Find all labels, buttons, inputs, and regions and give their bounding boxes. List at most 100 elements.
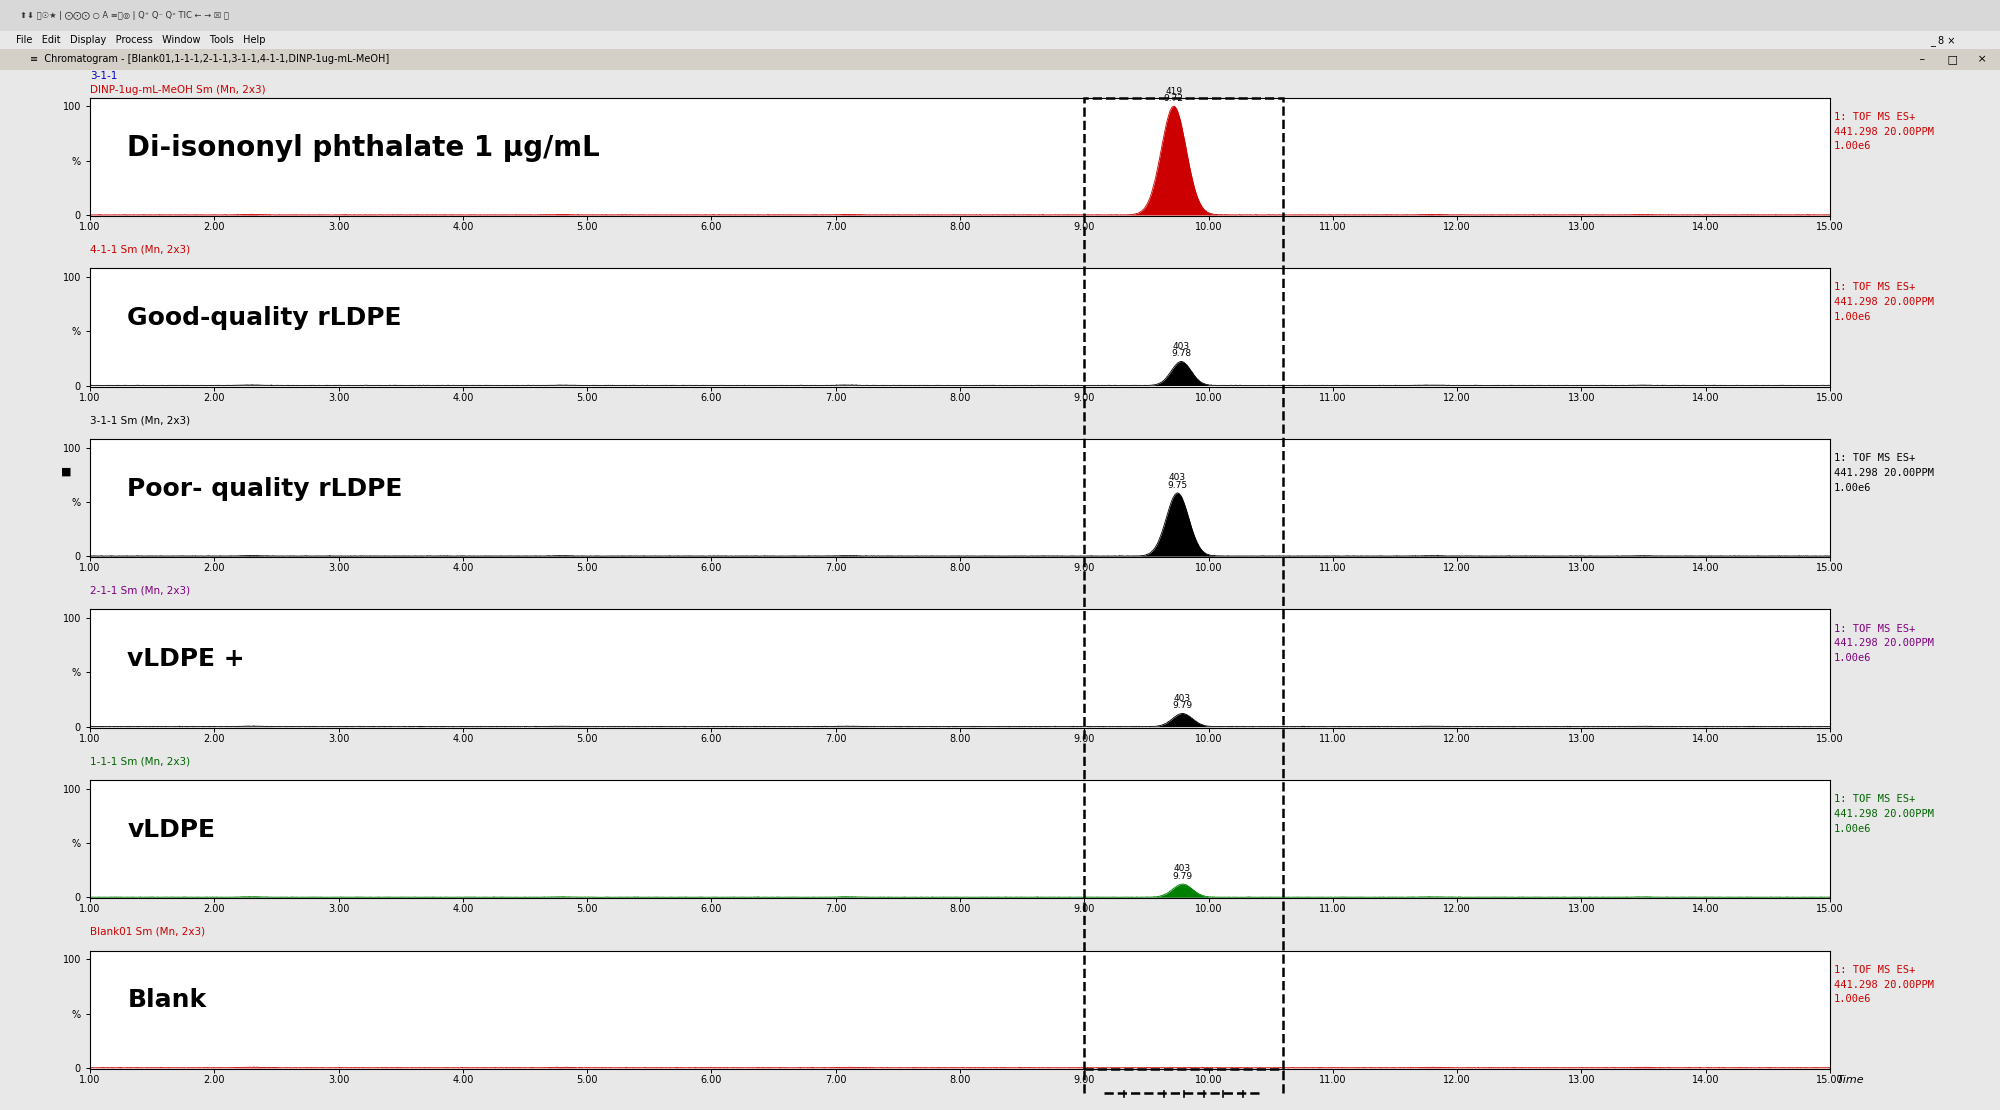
Text: 1.00: 1.00 xyxy=(80,734,100,744)
Text: 10.00: 10.00 xyxy=(1194,563,1222,574)
Text: 3.00: 3.00 xyxy=(328,905,350,915)
Text: 15.00: 15.00 xyxy=(1816,393,1844,403)
Text: 1.00: 1.00 xyxy=(80,393,100,403)
Text: 8.00: 8.00 xyxy=(950,563,970,574)
Text: 8.00: 8.00 xyxy=(950,905,970,915)
Text: 1: TOF MS ES+
441.298 20.00PPM
1.00e6: 1: TOF MS ES+ 441.298 20.00PPM 1.00e6 xyxy=(1834,112,1934,151)
Text: 9.78: 9.78 xyxy=(1172,350,1192,359)
Text: 14.00: 14.00 xyxy=(1692,393,1720,403)
Text: 14.00: 14.00 xyxy=(1692,222,1720,232)
Text: 1: TOF MS ES+
441.298 20.00PPM
1.00e6: 1: TOF MS ES+ 441.298 20.00PPM 1.00e6 xyxy=(1834,794,1934,834)
Text: 8.00: 8.00 xyxy=(950,393,970,403)
Text: 8.00: 8.00 xyxy=(950,734,970,744)
Text: 2.00: 2.00 xyxy=(204,905,226,915)
Text: 4.00: 4.00 xyxy=(452,222,474,232)
Text: 4.00: 4.00 xyxy=(452,734,474,744)
Text: 13.00: 13.00 xyxy=(1568,222,1596,232)
Text: 12.00: 12.00 xyxy=(1444,1074,1470,1086)
Text: 5.00: 5.00 xyxy=(576,563,598,574)
Text: 4.00: 4.00 xyxy=(452,1074,474,1086)
Text: Good-quality rLDPE: Good-quality rLDPE xyxy=(128,306,402,330)
Text: Di-isononyl phthalate 1 μg/mL: Di-isononyl phthalate 1 μg/mL xyxy=(128,133,600,162)
Text: 4.00: 4.00 xyxy=(452,563,474,574)
Text: 15.00: 15.00 xyxy=(1816,563,1844,574)
Text: 9.75: 9.75 xyxy=(1168,481,1188,490)
Text: 403: 403 xyxy=(1172,342,1190,351)
Text: 11.00: 11.00 xyxy=(1320,393,1346,403)
Text: 1: TOF MS ES+
441.298 20.00PPM
1.00e6: 1: TOF MS ES+ 441.298 20.00PPM 1.00e6 xyxy=(1834,624,1934,663)
Text: 3-1-1 Sm (Mn, 2x3): 3-1-1 Sm (Mn, 2x3) xyxy=(90,415,190,425)
Text: 9.72: 9.72 xyxy=(1164,94,1184,103)
Text: □: □ xyxy=(1944,54,1962,64)
Text: 7.00: 7.00 xyxy=(824,734,846,744)
Text: ×: × xyxy=(1974,54,1990,64)
Text: DINP-1ug-mL-MeOH Sm (Mn, 2x3): DINP-1ug-mL-MeOH Sm (Mn, 2x3) xyxy=(90,85,266,95)
Text: 3.00: 3.00 xyxy=(328,222,350,232)
Text: 1: TOF MS ES+
441.298 20.00PPM
1.00e6: 1: TOF MS ES+ 441.298 20.00PPM 1.00e6 xyxy=(1834,282,1934,322)
Text: 14.00: 14.00 xyxy=(1692,734,1720,744)
Text: 6.00: 6.00 xyxy=(700,563,722,574)
Text: 9.79: 9.79 xyxy=(1172,872,1192,881)
Text: File   Edit   Display   Process   Window   Tools   Help: File Edit Display Process Window Tools H… xyxy=(16,36,266,46)
Text: 13.00: 13.00 xyxy=(1568,1074,1596,1086)
Text: 15.00: 15.00 xyxy=(1816,734,1844,744)
Text: ■: ■ xyxy=(60,466,72,476)
Text: vLDPE +: vLDPE + xyxy=(128,647,244,672)
Text: 9.79: 9.79 xyxy=(1172,702,1192,710)
Text: 7.00: 7.00 xyxy=(824,905,846,915)
Text: 11.00: 11.00 xyxy=(1320,563,1346,574)
Text: 5.00: 5.00 xyxy=(576,905,598,915)
Text: 5.00: 5.00 xyxy=(576,734,598,744)
Text: 10.00: 10.00 xyxy=(1194,393,1222,403)
Text: 15.00: 15.00 xyxy=(1816,1074,1844,1086)
Text: 7.00: 7.00 xyxy=(824,222,846,232)
Text: 10.00: 10.00 xyxy=(1194,1074,1222,1086)
Text: 1.00: 1.00 xyxy=(80,1074,100,1086)
Text: 3.00: 3.00 xyxy=(328,563,350,574)
Text: Poor- quality rLDPE: Poor- quality rLDPE xyxy=(128,477,402,501)
Text: 3.00: 3.00 xyxy=(328,1074,350,1086)
Text: Blank: Blank xyxy=(128,989,206,1012)
Text: 15.00: 15.00 xyxy=(1816,222,1844,232)
Text: 2.00: 2.00 xyxy=(204,222,226,232)
Text: 4-1-1 Sm (Mn, 2x3): 4-1-1 Sm (Mn, 2x3) xyxy=(90,244,190,254)
Text: 10.00: 10.00 xyxy=(1194,734,1222,744)
Text: 1.00: 1.00 xyxy=(80,563,100,574)
Text: 3-1-1: 3-1-1 xyxy=(90,71,118,81)
Text: 14.00: 14.00 xyxy=(1692,1074,1720,1086)
Text: 11.00: 11.00 xyxy=(1320,734,1346,744)
Text: 4.00: 4.00 xyxy=(452,393,474,403)
Text: 6.00: 6.00 xyxy=(700,734,722,744)
Text: 14.00: 14.00 xyxy=(1692,905,1720,915)
Text: 12.00: 12.00 xyxy=(1444,222,1470,232)
Text: Blank01 Sm (Mn, 2x3): Blank01 Sm (Mn, 2x3) xyxy=(90,927,206,937)
Text: Time: Time xyxy=(1836,1074,1864,1086)
Text: 13.00: 13.00 xyxy=(1568,734,1596,744)
Text: 12.00: 12.00 xyxy=(1444,734,1470,744)
Text: ⬆⬇ ⎙☉★ | ⨀⨀⨀ ○ A ≡⭘◎ | Q⁺ Q⁻ Qˣ TIC ← → ☒ ⬛: ⬆⬇ ⎙☉★ | ⨀⨀⨀ ○ A ≡⭘◎ | Q⁺ Q⁻ Qˣ TIC ← → … xyxy=(20,11,228,20)
Text: 11.00: 11.00 xyxy=(1320,905,1346,915)
Text: 2.00: 2.00 xyxy=(204,1074,226,1086)
Text: 6.00: 6.00 xyxy=(700,1074,722,1086)
Text: 2.00: 2.00 xyxy=(204,393,226,403)
Text: 2.00: 2.00 xyxy=(204,563,226,574)
Text: –: – xyxy=(1916,54,1928,64)
Text: 9.00: 9.00 xyxy=(1074,393,1094,403)
Text: 9.00: 9.00 xyxy=(1074,1074,1094,1086)
Text: 9.00: 9.00 xyxy=(1074,734,1094,744)
Text: 8.00: 8.00 xyxy=(950,222,970,232)
Text: 15.00: 15.00 xyxy=(1816,905,1844,915)
Text: _ 8 ×: _ 8 × xyxy=(1930,34,1956,46)
Text: 10.00: 10.00 xyxy=(1194,905,1222,915)
Text: 4.00: 4.00 xyxy=(452,905,474,915)
Text: 3.00: 3.00 xyxy=(328,393,350,403)
Text: 5.00: 5.00 xyxy=(576,222,598,232)
Text: 403: 403 xyxy=(1174,865,1192,874)
Text: 5.00: 5.00 xyxy=(576,393,598,403)
Text: 5.00: 5.00 xyxy=(576,1074,598,1086)
Text: 2.00: 2.00 xyxy=(204,734,226,744)
Text: 7.00: 7.00 xyxy=(824,1074,846,1086)
Text: 11.00: 11.00 xyxy=(1320,222,1346,232)
Text: 9.00: 9.00 xyxy=(1074,563,1094,574)
Text: 7.00: 7.00 xyxy=(824,563,846,574)
